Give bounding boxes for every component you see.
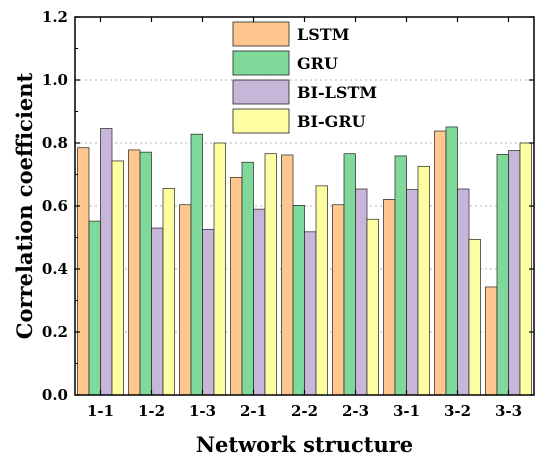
bar-bi-lstm-2-1: [253, 208, 266, 396]
bar-bi-gru-1-3: [213, 142, 226, 396]
bar-bi-lstm-3-2: [457, 188, 470, 396]
bar-lstm-1-2: [128, 149, 141, 396]
bar-bi-lstm-3-3: [508, 150, 521, 396]
x-tick-label: 2-2: [291, 402, 318, 420]
y-tick-label: 0.8: [42, 134, 68, 152]
bar-gru-1-3: [190, 133, 203, 396]
bar-bi-lstm-1-1: [100, 128, 113, 396]
legend: LSTM GRU BI-LSTM BI-GRU: [232, 21, 377, 134]
bar-bi-gru-2-3: [366, 218, 379, 396]
bar-bi-gru-3-1: [417, 165, 430, 396]
y-tick-label: 0.0: [42, 386, 68, 404]
bar-gru-1-1: [88, 220, 101, 396]
legend-swatch-bi-lstm: [232, 79, 290, 105]
y-tick-label: 1.0: [42, 71, 68, 89]
x-tick-label: 2-1: [240, 402, 267, 420]
legend-swatch-gru: [232, 50, 290, 76]
bar-bi-lstm-3-1: [406, 189, 419, 396]
bar-bi-gru-2-2: [315, 185, 328, 396]
legend-label-gru: GRU: [297, 54, 338, 73]
x-tick-label: 1-1: [87, 402, 114, 420]
bar-gru-3-1: [394, 155, 407, 396]
legend-label-bi-lstm: BI-LSTM: [297, 83, 377, 102]
legend-label-bi-gru: BI-GRU: [297, 112, 366, 131]
bars: [77, 126, 532, 396]
bar-lstm-2-1: [230, 176, 243, 396]
bar-gru-1-2: [139, 151, 152, 396]
bar-bi-lstm-1-3: [202, 228, 215, 396]
y-tick-label: 0.4: [42, 260, 68, 278]
y-axis: 0.0 0.2 0.4 0.6 0.8 1.0 1.2: [42, 8, 534, 404]
y-tick-label: 0.2: [42, 323, 68, 341]
bar-bi-gru-3-2: [468, 239, 481, 396]
bar-bi-lstm-1-2: [151, 227, 164, 396]
x-tick-label: 1-2: [138, 402, 165, 420]
bar-lstm-1-1: [77, 147, 90, 396]
legend-swatch-bi-gru: [232, 108, 290, 134]
bar-lstm-3-1: [383, 199, 396, 396]
bar-gru-3-3: [496, 153, 509, 396]
y-axis-title: Correlation coefficient: [12, 72, 37, 339]
y-tick-label: 1.2: [42, 8, 68, 26]
bar-lstm-3-3: [485, 286, 498, 396]
bar-bi-gru-2-1: [264, 153, 277, 396]
bar-gru-2-1: [241, 161, 254, 396]
x-tick-label: 3-2: [444, 402, 471, 420]
y-tick-label: 0.6: [42, 197, 68, 215]
x-tick-label: 1-3: [189, 402, 216, 420]
x-axis: 1-1 1-2 1-3 2-1 2-2 2-3 3-1 3-2 3-3: [87, 17, 522, 420]
x-tick-label: 2-3: [342, 402, 369, 420]
x-axis-title: Network structure: [196, 432, 413, 457]
bar-gru-2-2: [292, 205, 305, 396]
x-tick-label: 3-1: [393, 402, 420, 420]
bar-lstm-2-2: [281, 154, 294, 396]
x-tick-label: 3-3: [495, 402, 522, 420]
bar-gru-3-2: [445, 126, 458, 396]
bar-bi-gru-1-2: [162, 188, 175, 396]
bar-bi-lstm-2-3: [355, 188, 368, 396]
bar-lstm-2-3: [332, 204, 345, 396]
legend-label-lstm: LSTM: [297, 25, 349, 44]
bar-bi-gru-1-1: [111, 160, 124, 396]
bar-gru-2-3: [343, 153, 356, 396]
bar-lstm-3-2: [434, 130, 447, 396]
legend-swatch-lstm: [232, 21, 290, 47]
bar-lstm-1-3: [179, 204, 192, 396]
bar-bi-lstm-2-2: [304, 231, 317, 396]
